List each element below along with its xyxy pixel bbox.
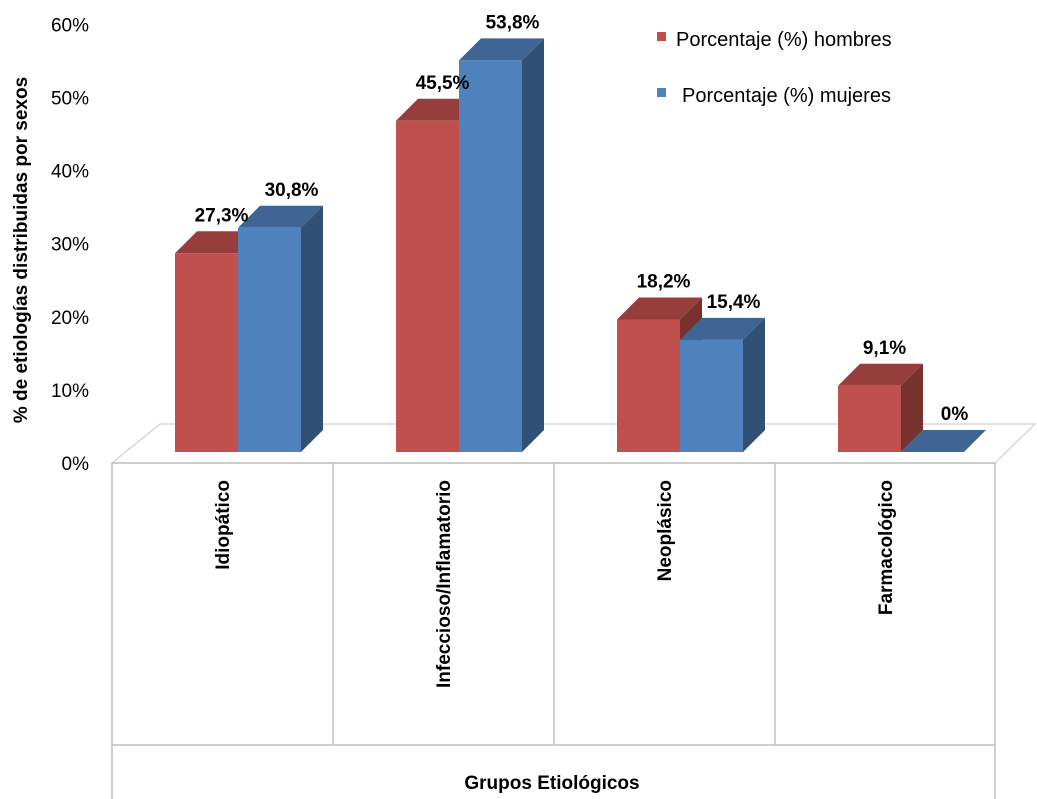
y-axis-title: % de etiologías distribuidas por sexos — [11, 77, 32, 423]
legend-label-mujeres: Porcentaje (%) mujeres — [682, 85, 891, 107]
legend-label-hombres: Porcentaje (%) hombres — [676, 29, 892, 51]
data-label: 15,4% — [707, 292, 761, 313]
bar-mujeres — [238, 205, 323, 452]
data-label: 18,2% — [637, 272, 691, 293]
y-axis-ticks: 0% 10% 20% 30% 40% 50% 60% — [51, 15, 89, 475]
data-label: 53,8% — [486, 12, 540, 33]
legend-swatch-mujeres — [657, 88, 666, 97]
y-tick-label: 30% — [51, 235, 89, 256]
data-label: 0% — [941, 404, 969, 425]
legend-swatch-hombres — [657, 32, 666, 41]
category-label: Infeccioso/Inflamatorio — [434, 480, 455, 688]
category-label: Farmacológico — [876, 480, 897, 615]
data-label: 27,3% — [195, 205, 249, 226]
y-tick-label: 0% — [62, 454, 90, 475]
bar-mujeres — [459, 38, 544, 452]
category-labels: Idiopático Infeccioso/Inflamatorio Neoplás… — [213, 480, 897, 688]
data-labels: 27,3% 30,8% 45,5% 53,8% 18,2% 15,4% 9,1% 0% — [195, 12, 969, 425]
y-tick-label: 10% — [51, 381, 89, 402]
y-tick-label: 20% — [51, 308, 89, 329]
bars — [175, 38, 986, 452]
bar-mujeres — [901, 430, 986, 452]
data-label: 30,8% — [265, 180, 319, 201]
data-label: 9,1% — [863, 338, 906, 359]
y-tick-label: 60% — [51, 15, 89, 36]
y-tick-label: 50% — [51, 89, 89, 110]
y-tick-label: 40% — [51, 162, 89, 183]
bar-hombres — [838, 363, 923, 452]
category-label: Idiopático — [213, 480, 234, 570]
legend: Porcentaje (%) hombres Porcentaje (%) mu… — [657, 29, 892, 107]
x-axis-title: Grupos Etiológicos — [464, 773, 639, 794]
chart-frame — [110, 423, 1037, 799]
category-label: Neoplásico — [655, 480, 676, 581]
bar-mujeres — [680, 317, 765, 452]
data-label: 45,5% — [416, 73, 470, 94]
